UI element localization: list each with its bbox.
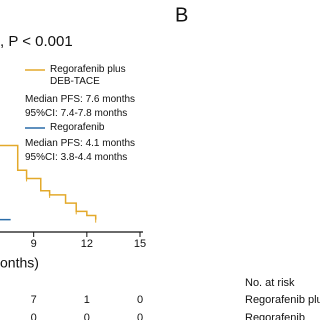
legend-label: Regorafenib [50, 122, 105, 133]
x-tick-label: 9 [31, 238, 37, 250]
legend-stat: 95%CI: 7.4-7.8 months [25, 108, 128, 119]
legend-label: Regorafenib plus DEB-TACE [50, 64, 126, 87]
risk-count: 7 [31, 294, 37, 306]
legend-stat: 95%CI: 3.8-4.4 months [25, 152, 128, 163]
risk-count: 1 [84, 294, 90, 306]
x-axis-label: onths) [0, 255, 39, 271]
risk-row-label: Regorafenib plus DEB-TACE [245, 294, 320, 306]
risk-title: No. at risk [245, 277, 295, 289]
legend-stat: Median PFS: 7.6 months [25, 94, 136, 105]
risk-count: 0 [137, 294, 143, 306]
x-tick-label: 15 [134, 238, 146, 250]
x-tick-label: 12 [81, 238, 93, 250]
risk-row-label: Regorafenib [245, 312, 305, 320]
risk-count: 0 [84, 312, 90, 320]
legend-stat: Median PFS: 4.1 months [25, 138, 136, 149]
risk-count: 0 [31, 312, 37, 320]
panel-label: B [175, 4, 188, 26]
chart-title: , P < 0.001 [0, 33, 73, 50]
risk-count: 0 [137, 312, 143, 320]
